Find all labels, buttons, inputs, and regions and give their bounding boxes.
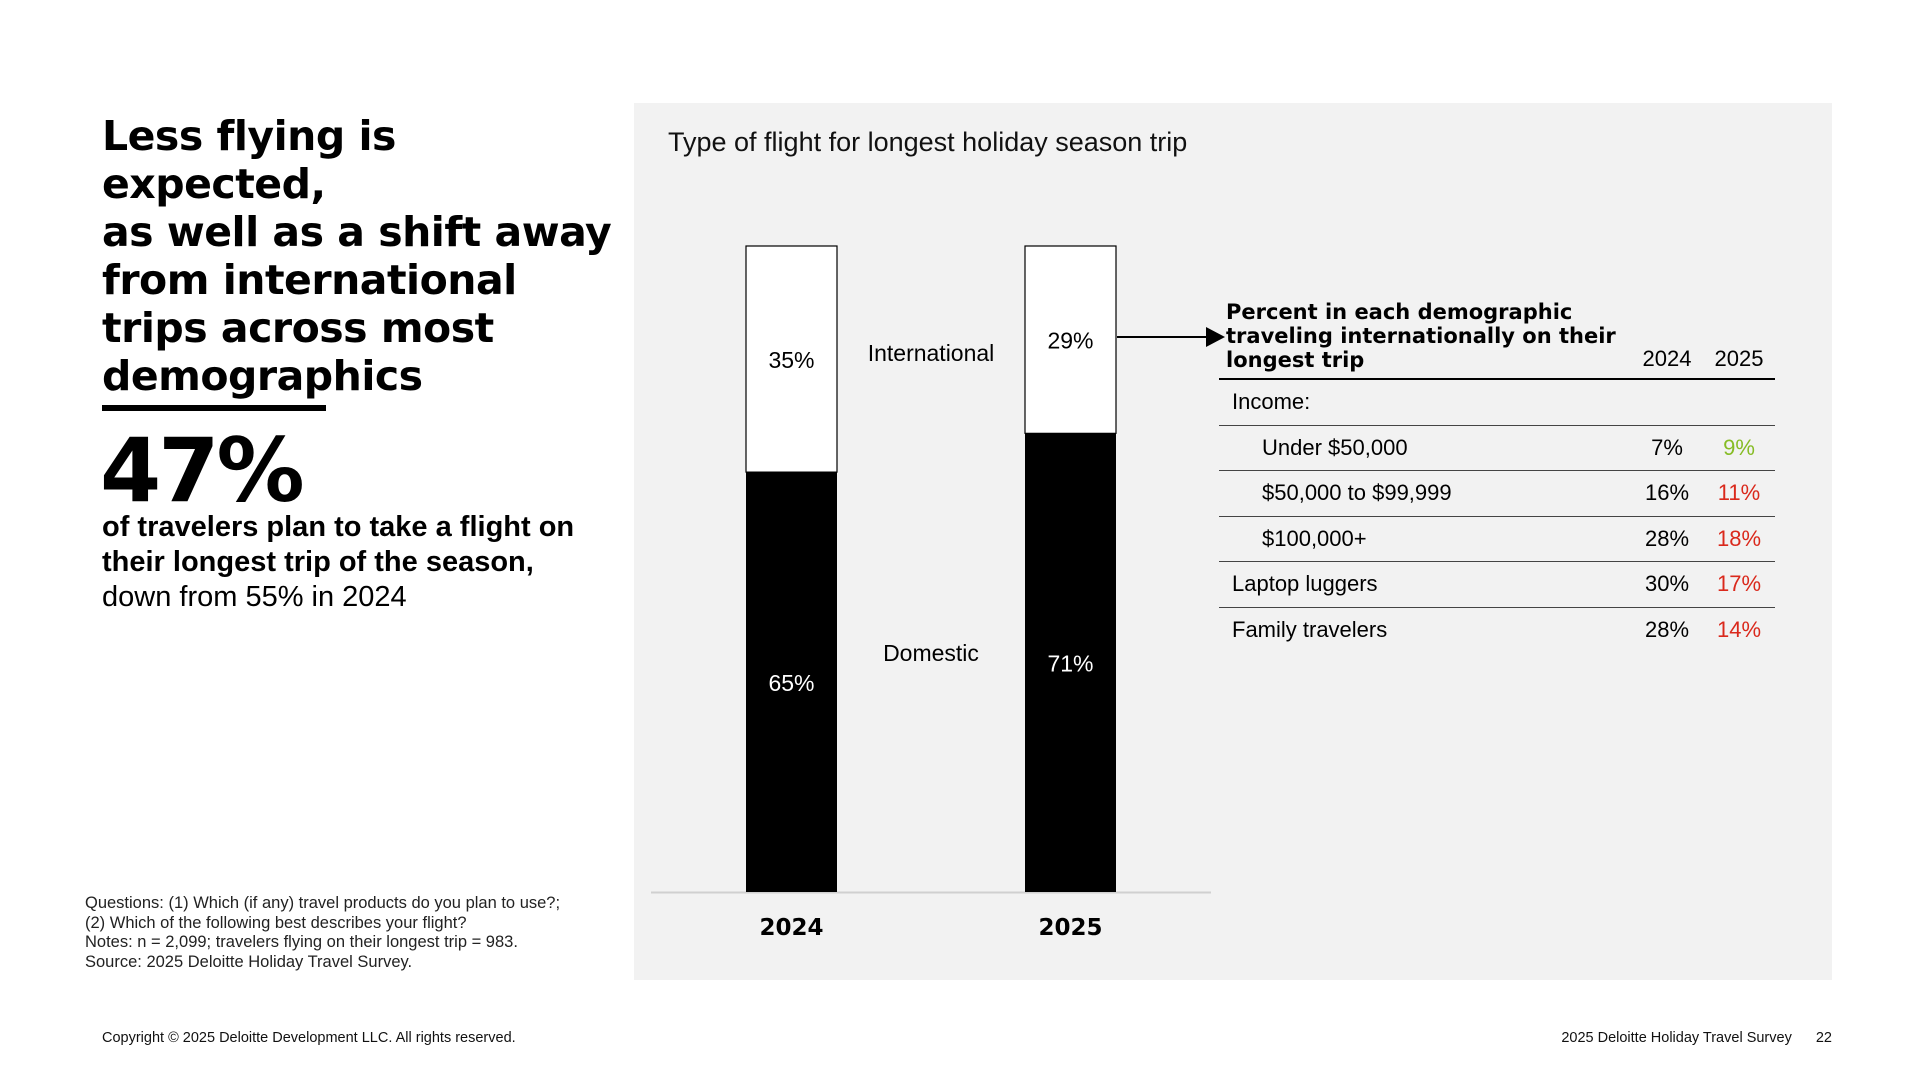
cell-2024: 28% bbox=[1644, 616, 1690, 642]
cell-2025: 9% bbox=[1723, 434, 1755, 460]
cell-2025: 14% bbox=[1716, 616, 1762, 642]
data-label-international: 35% bbox=[768, 347, 814, 373]
series-label-domestic: Domestic bbox=[883, 640, 979, 666]
row-label: Family travelers bbox=[1232, 616, 1388, 642]
stat-desc-line: down from 55% in 2024 bbox=[102, 581, 407, 613]
big-stat-value: 47% bbox=[100, 419, 305, 522]
cell-2024: 30% bbox=[1644, 571, 1690, 597]
table-row: Laptop luggers 30% 17% bbox=[1219, 562, 1775, 608]
data-label-domestic: 71% bbox=[1047, 651, 1093, 677]
headline-line: trips across most bbox=[102, 304, 494, 352]
series-label-international: International bbox=[868, 340, 995, 366]
headline: Less flying is expected, as well as a sh… bbox=[102, 112, 622, 400]
arrow-head-icon bbox=[1206, 327, 1225, 347]
table-row: $50,000 to $99,999 16% 11% bbox=[1219, 471, 1775, 517]
data-label-international: 29% bbox=[1047, 328, 1093, 354]
table-body: Income: Under $50,000 7% 9% $50,000 to $99,9… bbox=[1219, 380, 1775, 652]
notes-line: Notes: n = 2,099; travelers flying on th… bbox=[85, 933, 518, 951]
chart-panel: Type of flight for longest holiday seaso… bbox=[634, 103, 1832, 980]
table-row: Family travelers 28% 14% bbox=[1219, 608, 1775, 653]
notes-line: Source: 2025 Deloitte Holiday Travel Sur… bbox=[85, 952, 413, 971]
column-header-2024: 2024 bbox=[1642, 346, 1692, 371]
headline-line: Less flying is expected, bbox=[102, 112, 396, 208]
table-row: $100,000+ 28% 18% bbox=[1219, 517, 1775, 562]
data-label-domestic: 65% bbox=[768, 670, 814, 696]
bar-international bbox=[745, 245, 838, 473]
notes-line: (2) Which of the following best describe… bbox=[85, 913, 467, 932]
row-label: Laptop luggers bbox=[1232, 571, 1378, 597]
x-tick-label: 2024 bbox=[759, 915, 823, 941]
x-tick-label: 2025 bbox=[1038, 915, 1102, 941]
stat-desc-line: of travelers plan to take a flight on bbox=[102, 511, 575, 543]
table-title: Percent in each demographic traveling in… bbox=[1219, 300, 1631, 372]
row-label: $100,000+ bbox=[1262, 525, 1367, 551]
row-label: $50,000 to $99,999 bbox=[1262, 480, 1452, 506]
survey-name: 2025 Deloitte Holiday Travel Survey bbox=[1561, 1030, 1792, 1046]
headline-line: as well as a shift away bbox=[102, 208, 612, 256]
table-row: Under $50,000 7% 9% bbox=[1219, 426, 1775, 471]
copyright: Copyright © 2025 Deloitte Development LL… bbox=[102, 1030, 516, 1046]
page-number: 22 bbox=[1815, 1030, 1832, 1046]
bar-domestic bbox=[1025, 433, 1116, 892]
chart-title: Type of flight for longest holiday seaso… bbox=[668, 127, 1188, 157]
cell-2025: 17% bbox=[1716, 571, 1762, 597]
cell-2024: 16% bbox=[1644, 480, 1690, 506]
notes-line: Questions: (1) Which (if any) travel pro… bbox=[85, 894, 561, 912]
headline-line: demographics bbox=[102, 352, 423, 400]
stat-desc-line: their longest trip of the season, bbox=[102, 546, 534, 578]
cell-2024: 28% bbox=[1644, 525, 1690, 551]
table-title-line: traveling internationally on their bbox=[1226, 324, 1616, 348]
table-header: Percent in each demographic traveling in… bbox=[1219, 300, 1775, 380]
row-label: Income: bbox=[1232, 389, 1311, 415]
demographic-table: Percent in each demographic traveling in… bbox=[1219, 300, 1775, 652]
table-row: Income: bbox=[1219, 380, 1775, 426]
cell-2025: 18% bbox=[1716, 525, 1762, 551]
stacked-bar-chart: 35% 65% 2024 29% 71% 2025 International Domesti… bbox=[651, 245, 1225, 941]
cell-2024: 7% bbox=[1651, 434, 1683, 460]
footer-right: 2025 Deloitte Holiday Travel Survey 22 bbox=[1561, 1030, 1832, 1046]
cell-2025: 11% bbox=[1717, 480, 1761, 506]
bar-domestic bbox=[746, 472, 837, 892]
column-header-2025: 2025 bbox=[1714, 346, 1764, 371]
stat-description: of travelers plan to take a flight on th… bbox=[102, 510, 622, 615]
table-title-line: Percent in each demographic bbox=[1226, 300, 1573, 324]
headline-line: from international bbox=[102, 256, 517, 304]
notes: Questions: (1) Which (if any) travel pro… bbox=[85, 894, 645, 972]
table-title-line: longest trip bbox=[1226, 348, 1365, 372]
divider-rule bbox=[102, 405, 326, 411]
row-label: Under $50,000 bbox=[1262, 434, 1408, 460]
